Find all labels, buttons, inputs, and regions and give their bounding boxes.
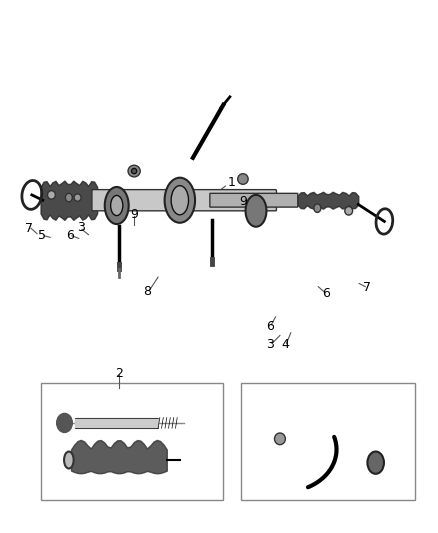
Ellipse shape: [238, 174, 248, 184]
Text: 6: 6: [322, 287, 330, 300]
Text: 2: 2: [115, 367, 123, 380]
Ellipse shape: [345, 207, 353, 215]
Bar: [241, 383, 415, 500]
Text: 6: 6: [66, 229, 74, 242]
FancyBboxPatch shape: [92, 190, 276, 211]
Bar: [41, 383, 223, 500]
Text: 3: 3: [77, 221, 85, 235]
Ellipse shape: [64, 451, 74, 469]
Text: 3: 3: [266, 338, 274, 351]
Ellipse shape: [105, 187, 129, 224]
Text: 9: 9: [130, 208, 138, 221]
Text: 1: 1: [228, 176, 236, 189]
Ellipse shape: [65, 193, 72, 202]
Ellipse shape: [131, 168, 137, 174]
Text: 4: 4: [281, 338, 289, 351]
Ellipse shape: [314, 204, 321, 213]
Text: 8: 8: [143, 286, 151, 298]
Ellipse shape: [367, 451, 384, 474]
Ellipse shape: [246, 195, 266, 227]
Bar: [75, 418, 158, 428]
Text: 7: 7: [25, 222, 33, 235]
Ellipse shape: [47, 191, 55, 199]
Ellipse shape: [275, 433, 286, 445]
Ellipse shape: [74, 194, 81, 201]
Text: 5: 5: [38, 229, 46, 242]
Circle shape: [57, 414, 72, 432]
FancyBboxPatch shape: [210, 193, 298, 207]
Ellipse shape: [165, 177, 195, 223]
Text: 9: 9: [239, 195, 247, 208]
Ellipse shape: [171, 185, 188, 215]
Text: 6: 6: [266, 320, 274, 333]
Ellipse shape: [111, 196, 123, 216]
Text: 7: 7: [363, 281, 371, 294]
Ellipse shape: [128, 165, 140, 177]
